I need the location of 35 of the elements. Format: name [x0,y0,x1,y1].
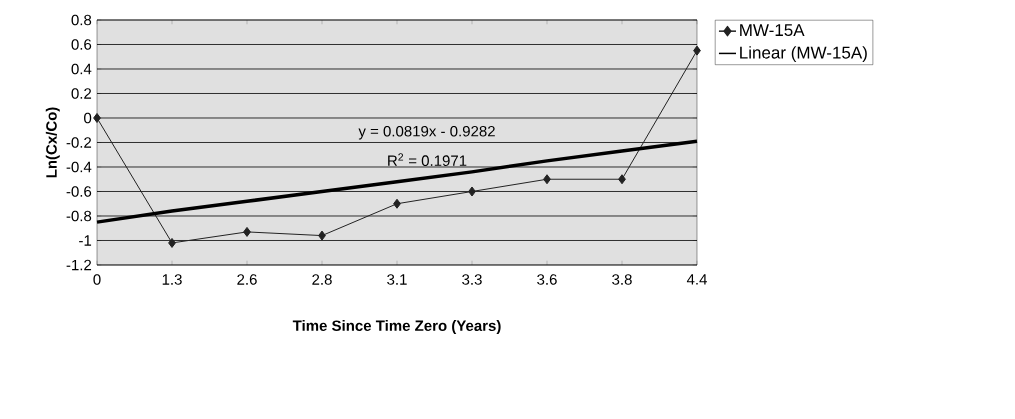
point [168,237,176,248]
point [243,226,251,237]
x-tick-label: 3.1 [387,274,407,285]
y-tick-label: -1.2 [66,259,92,271]
point [318,230,326,241]
x-tick-label: 2.8 [312,274,332,285]
x-tick-label: 3.6 [537,274,557,285]
y-tick-label: -0.8 [66,210,92,222]
annotation: R$^{2}$ = 0.1971 [388,153,467,166]
x-tick-label: 2.6 [237,274,257,285]
y-tick-label: -1 [79,235,92,246]
y-tick-label: -0.6 [66,186,92,197]
annotation: y = 0.0819x - 0.9282 [358,125,495,140]
x-tick-label: 4.4 [686,274,707,285]
y-tick-label: -0.4 [66,161,92,173]
x-tick-label: 0 [93,274,101,285]
point [93,112,101,123]
y-tick-label: 0 [84,112,92,124]
y-tick-label: 0.4 [71,63,92,75]
legend-label: MW-15A [740,24,805,37]
point [468,186,476,197]
x-tick-label: 3.8 [612,274,632,285]
y-tick-label: 0.6 [71,39,92,50]
y-tick-label: -0.2 [66,137,92,148]
point [543,174,551,185]
x-tick-label: 3.3 [462,274,482,285]
point [393,198,401,209]
x-tick-label: 1.3 [162,274,182,285]
y-axis-title: Ln(Cx/Co) [45,107,60,178]
x-axis-title: Time Since Time Zero (Years) [292,320,501,334]
point [693,45,701,56]
point [618,174,626,185]
legend-label: Linear (MW-15A) [740,46,867,62]
y-tick-label: 0.2 [71,88,92,99]
y-tick-label: 0.8 [71,14,92,26]
